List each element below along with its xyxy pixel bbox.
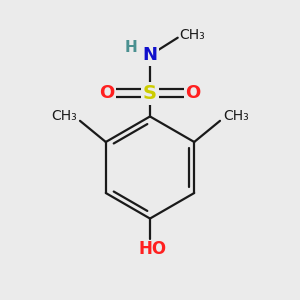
Text: O: O	[100, 84, 115, 102]
Text: S: S	[143, 84, 157, 103]
Text: CH₃: CH₃	[51, 110, 77, 124]
Text: O: O	[185, 84, 200, 102]
Text: HO: HO	[139, 240, 167, 258]
Text: CH₃: CH₃	[179, 28, 205, 42]
Text: N: N	[142, 46, 158, 64]
Text: CH₃: CH₃	[223, 110, 249, 124]
Text: H: H	[125, 40, 137, 55]
